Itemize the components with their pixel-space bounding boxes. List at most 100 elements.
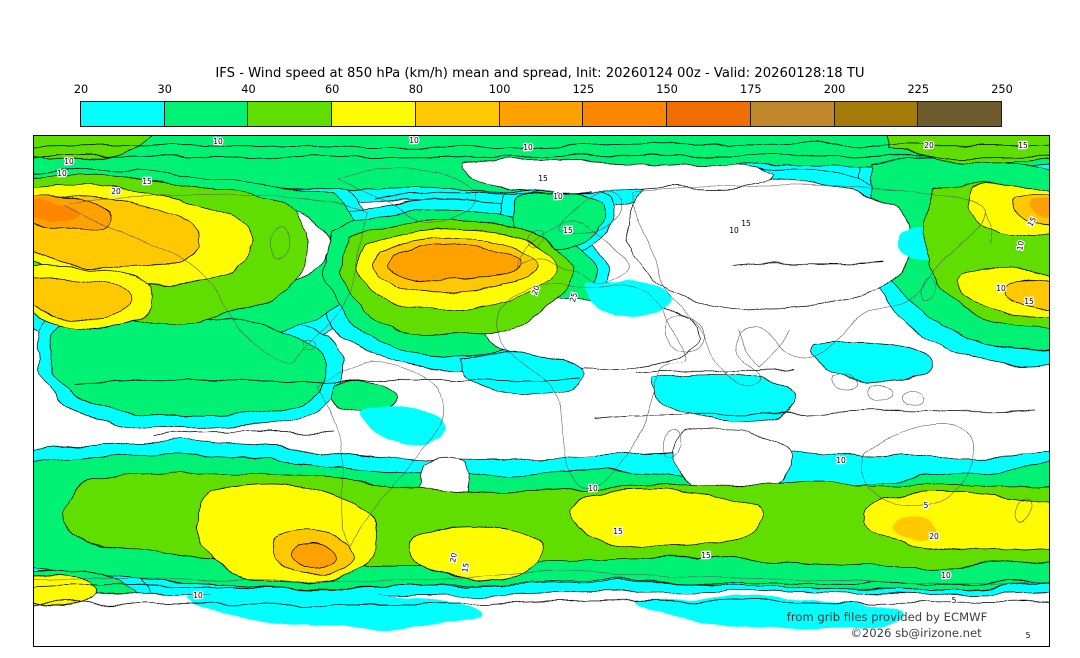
colorbar-tick-labels: 20 30 40 60 80 100 125 150 175 200 225 250: [74, 83, 1013, 97]
contour-label-10: 10: [409, 136, 419, 145]
colorbar-segment-60-80: [332, 102, 416, 126]
coastline: [867, 385, 893, 401]
wind-region-c20: [634, 597, 908, 629]
coastline: [901, 391, 923, 406]
colorbar-tick-40: 40: [241, 83, 256, 96]
contour-label-10: 10: [523, 143, 533, 152]
contour-label-15: 15: [1018, 141, 1028, 150]
spread-contour-line: [373, 191, 595, 197]
wind-region-c20: [360, 406, 449, 446]
colorbar-tick-125: 125: [572, 83, 595, 96]
coastline: [269, 225, 290, 260]
contour-label-20: 20: [929, 532, 939, 541]
contour-label-10: 10: [941, 571, 951, 580]
coastline: [495, 283, 687, 489]
wind-speed-shading-layer: [34, 136, 1049, 646]
colorbar-segment-175-200: [750, 102, 835, 126]
spread-contour-line: [34, 581, 1049, 588]
contour-label-15: 15: [538, 174, 548, 183]
wind-region-c20: [810, 340, 933, 383]
wind-region-c100: [290, 543, 335, 568]
contour-label-10: 10: [57, 169, 67, 178]
coastline: [664, 315, 705, 352]
wind-region-c20: [650, 374, 799, 423]
spread-contour-line: [34, 154, 1049, 160]
credit-copyright: ©2026 sb@irizone.net: [850, 626, 982, 640]
colorbar: [80, 101, 1002, 127]
colorbar-tick-200: 200: [823, 83, 846, 96]
wind-region-c20: [461, 353, 583, 396]
colorbar-segment-30-40: [164, 102, 249, 126]
colorbar-segment-80-100: [415, 102, 500, 126]
contour-label-20: 20: [111, 187, 121, 196]
contour-label-10: 10: [836, 456, 846, 465]
contour-label-20: 20: [924, 141, 934, 150]
contour-label-10: 10: [1015, 240, 1026, 251]
coastline: [515, 221, 630, 284]
coastline: [661, 429, 681, 459]
coastline: [920, 275, 936, 302]
colorbar-tick-60: 60: [324, 83, 340, 96]
coastline: [303, 339, 318, 351]
colorbar-tick-20: 20: [73, 83, 89, 96]
coastline: [526, 230, 545, 249]
coastline: [315, 361, 445, 547]
colorbar-segment-125-150: [583, 102, 668, 126]
wind-region-c80: [1003, 278, 1049, 308]
colorbar-tick-225: 225: [907, 83, 930, 96]
spread-contour-line: [593, 409, 1035, 419]
contour-label-10: 10: [553, 192, 563, 201]
colorbar-segment-225-250: [918, 102, 1002, 126]
coastline: [633, 184, 987, 386]
contour-label-5: 5: [924, 501, 929, 510]
contour-label-15: 15: [741, 219, 751, 228]
coastline: [985, 211, 993, 245]
contour-label-5: 5: [952, 596, 957, 605]
wind-region-c60: [34, 574, 97, 608]
wind-region-c60: [571, 488, 763, 547]
colorbar-tick-250: 250: [991, 83, 1013, 96]
contour-label-10: 10: [588, 484, 598, 493]
contour-label-10: 10: [996, 284, 1006, 293]
contour-label-15: 15: [1024, 297, 1034, 306]
spread-contour-line: [34, 600, 1049, 606]
contour-label-25: 25: [568, 291, 579, 303]
coastline: [1015, 500, 1032, 522]
contour-label-20: 20: [448, 552, 459, 563]
contour-label-10: 10: [729, 226, 739, 235]
credit-source: from grib files provided by ECMWF: [786, 610, 988, 624]
spread-contour-line: [633, 369, 795, 375]
contour-label-10: 10: [213, 137, 223, 146]
contour-label-15: 15: [460, 562, 471, 573]
colorbar-tick-175: 175: [740, 83, 762, 96]
colorbar-tick-100: 100: [488, 83, 511, 96]
colorbar-segment-200-225: [834, 102, 919, 126]
coastline: [861, 423, 975, 506]
spread-contour-line: [34, 142, 1049, 150]
contour-label-10: 10: [193, 591, 203, 600]
map-frame: 10 10 10 15 20 10 10 15 10 15 20 25 20 15 15 10 15 10 10 15…: [33, 135, 1050, 647]
contour-label-15: 15: [613, 527, 623, 536]
wind-region-c20: [585, 280, 672, 316]
spread-contour-line: [73, 378, 580, 385]
contour-label-10: 10: [64, 157, 74, 166]
colorbar-tick-80: 80: [408, 83, 424, 96]
contour-label-5: 5: [1026, 631, 1031, 640]
colorbar-segment-100-125: [499, 102, 584, 126]
wind-region-c20: [184, 592, 482, 629]
wind-region-c100: [389, 246, 522, 282]
wind-region-c30: [50, 315, 327, 417]
colorbar-segment-40-60: [248, 102, 333, 126]
coastline: [34, 569, 1049, 585]
colorbar-tick-150: 150: [656, 83, 678, 96]
coastline-layer: [34, 168, 1049, 585]
coastline: [559, 190, 623, 235]
wind-region-c60: [408, 526, 545, 579]
spread-contour-line: [153, 431, 335, 437]
page-title: IFS - Wind speed at 850 hPa (km/h) mean …: [215, 66, 865, 81]
colorbar-segment-20-30: [81, 102, 165, 126]
wind-region-c40: [888, 136, 1049, 163]
wind-region-c30: [330, 381, 398, 412]
